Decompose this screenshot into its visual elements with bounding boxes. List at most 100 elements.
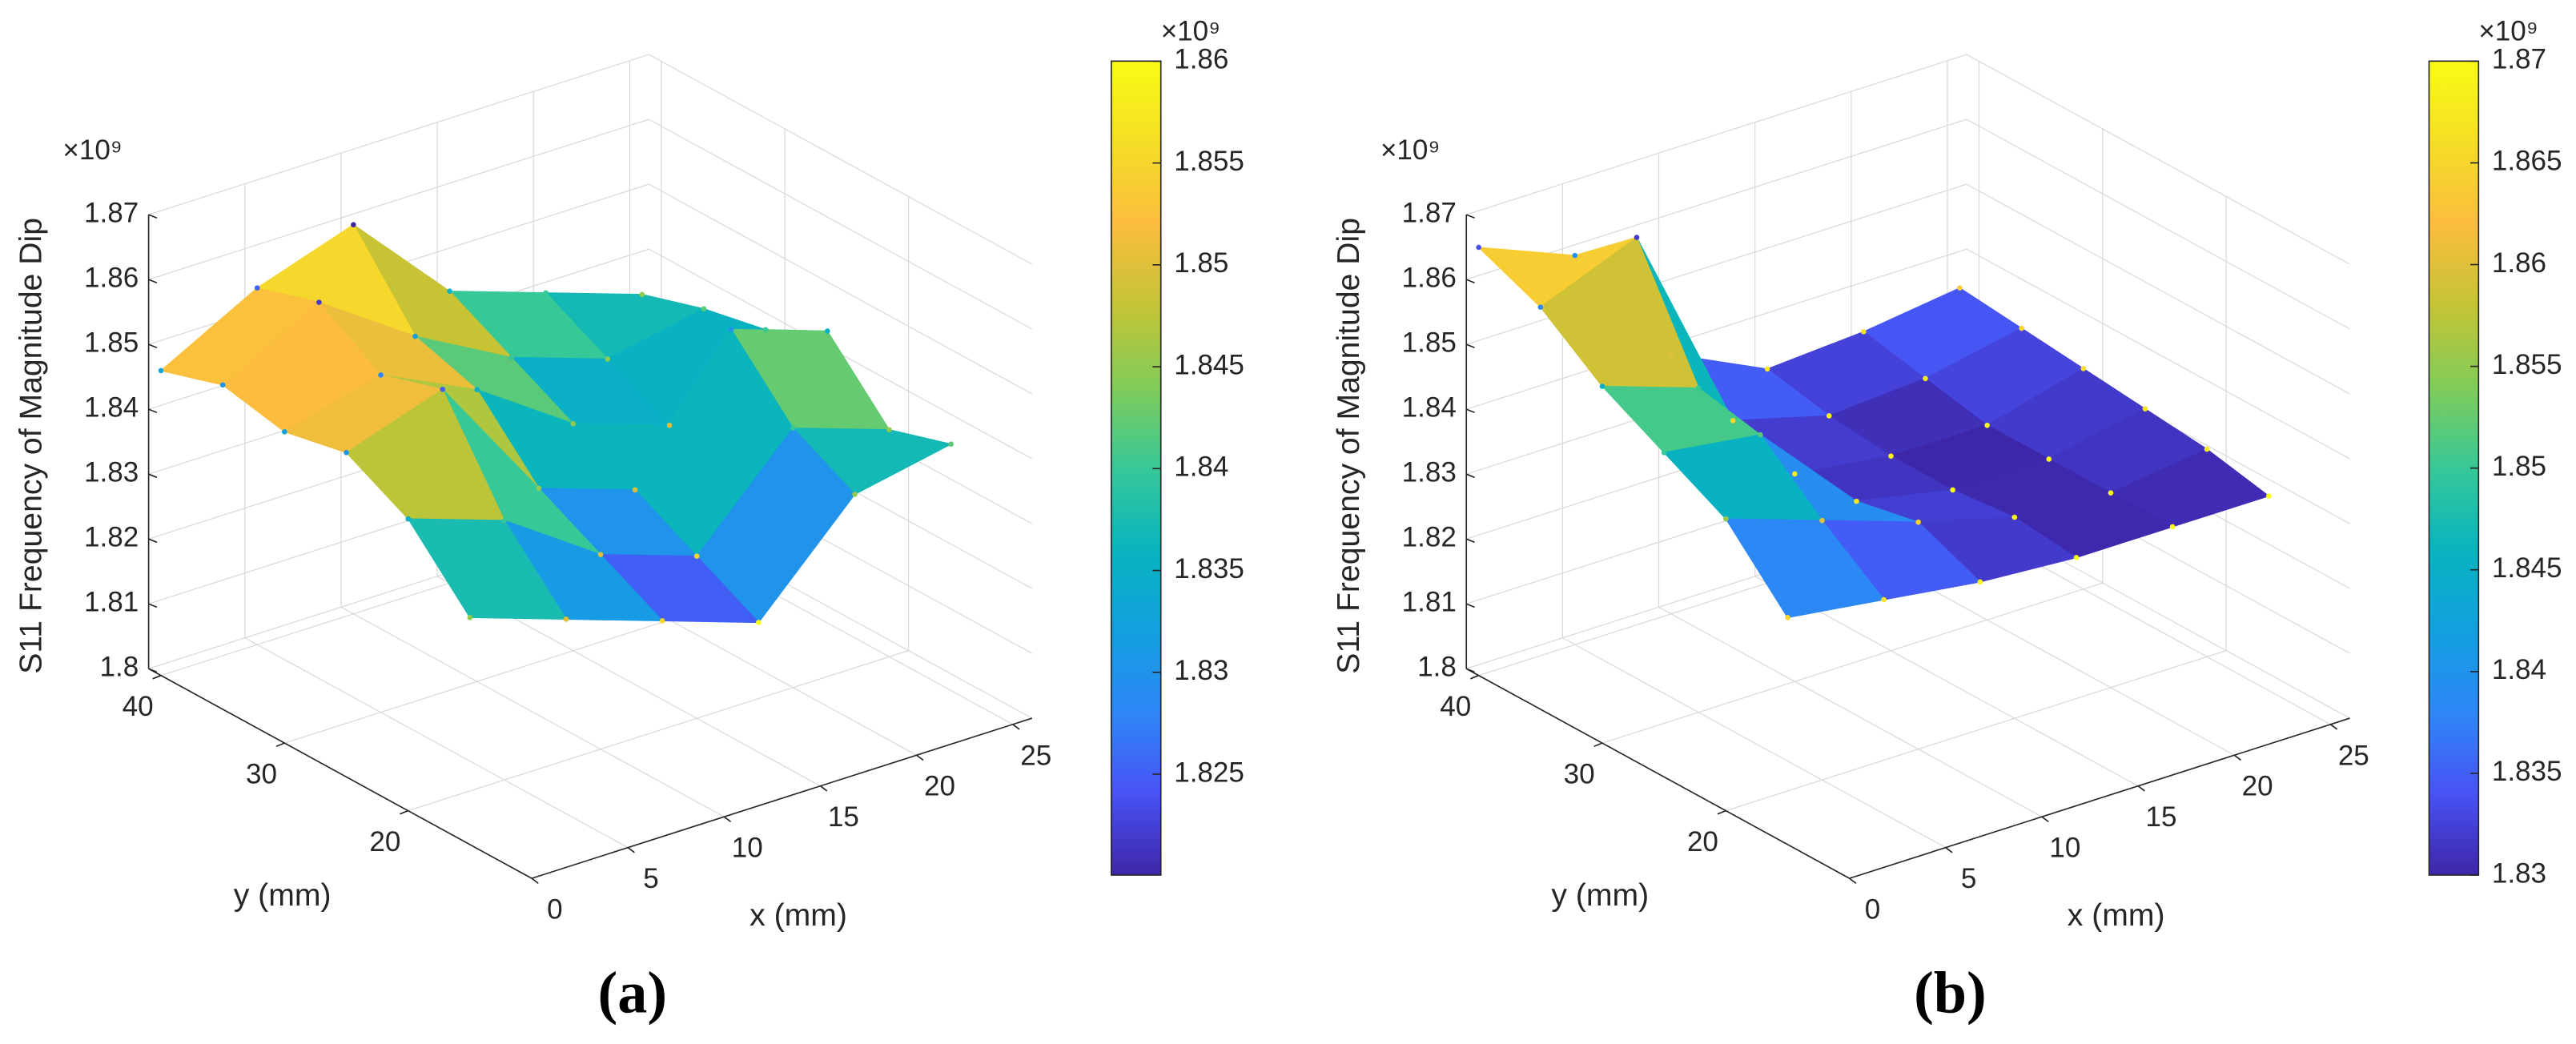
z-tick-label: 1.86 [1402, 262, 1457, 293]
y-axis [1465, 668, 1851, 879]
colorbar-tick-label: 1.85 [2492, 451, 2546, 482]
data-point [2019, 325, 2024, 331]
z-tick-label: 1.8 [99, 651, 139, 682]
data-point [447, 288, 452, 295]
data-point [474, 387, 480, 392]
colorbar-tick-label: 1.83 [1174, 655, 1228, 686]
grid-line [1726, 650, 2227, 812]
grid-line [148, 118, 649, 280]
colorbar-tick-label: 1.84 [2492, 654, 2546, 685]
z-tick-label: 1.84 [84, 392, 139, 423]
z-tick-label: 1.87 [1402, 197, 1457, 228]
x-tick [627, 846, 635, 853]
grid-line [1966, 248, 2350, 460]
z-exponent: ×10⁹ [62, 135, 122, 166]
data-point [1888, 453, 1894, 460]
data-point [1977, 579, 1983, 585]
y-tick-label: 20 [369, 826, 400, 857]
z-tick-label: 1.81 [84, 586, 139, 617]
data-point [2046, 456, 2052, 462]
x-tick-label: 15 [2146, 801, 2177, 833]
y-tick [1593, 742, 1603, 748]
colorbar-tick-label: 1.87 [2492, 44, 2546, 75]
data-point [1923, 375, 1928, 382]
x-tick-label: 25 [2338, 740, 2369, 771]
data-point [378, 372, 384, 378]
z-tick [148, 538, 158, 544]
colorbar-tick-label: 1.825 [1174, 757, 1244, 788]
x-axis [1849, 717, 2350, 879]
x-tick [1012, 724, 1020, 730]
grid-line [649, 118, 1033, 330]
colorbar-tick-label: 1.835 [1174, 553, 1244, 584]
z-tick [1465, 538, 1475, 544]
data-point [2080, 366, 2087, 371]
y-tick-label: 30 [1564, 759, 1595, 790]
data-point [605, 356, 611, 362]
z-axis-label: S11 Frequency of Magnitude Dip [1332, 218, 1366, 674]
panel-label: (a) [598, 961, 668, 1026]
data-point [1826, 413, 1832, 419]
data-point [1881, 596, 1887, 603]
data-point [2011, 514, 2018, 520]
y-axis-label: y (mm) [234, 878, 332, 913]
z-tick-label: 1.85 [1402, 327, 1457, 358]
z-tick [1465, 473, 1475, 479]
data-point [2169, 524, 2176, 530]
data-point [467, 615, 473, 620]
data-point [440, 387, 445, 392]
grid-line [649, 54, 1033, 265]
data-point [1730, 418, 1736, 424]
z-tick-label: 1.82 [84, 521, 139, 552]
data-point [1599, 383, 1605, 389]
data-point [316, 299, 322, 305]
z-tick [148, 668, 158, 673]
data-point [2204, 446, 2210, 452]
x-tick-label: 20 [2242, 771, 2273, 802]
data-point [501, 517, 508, 524]
x-tick-label: 15 [828, 801, 859, 833]
data-point [1854, 498, 1859, 504]
data-point [1572, 252, 1578, 259]
z-tick-label: 1.83 [1402, 456, 1457, 488]
grid-line [1466, 248, 1967, 410]
data-point [282, 428, 287, 435]
data-point [1915, 519, 1921, 525]
data-point [351, 222, 356, 227]
y-tick-label: 40 [123, 691, 154, 722]
data-point [659, 618, 665, 624]
data-point [632, 487, 638, 493]
colorbar-tick-label: 1.86 [2492, 247, 2546, 279]
data-point [1860, 329, 1867, 335]
data-point [412, 333, 418, 339]
data-point [158, 367, 164, 374]
z-tick [148, 473, 158, 479]
data-point [1537, 304, 1544, 310]
data-point [762, 327, 769, 333]
data-point [756, 620, 762, 625]
data-point [2073, 555, 2080, 560]
x-axis [531, 717, 1033, 879]
z-tick [1465, 343, 1475, 349]
data-point [2108, 490, 2114, 496]
y-tick [152, 674, 162, 680]
data-point [1695, 385, 1702, 391]
grid-line [148, 54, 649, 215]
x-tick [2329, 724, 2338, 730]
data-point [728, 327, 734, 332]
y-tick-label: 20 [1687, 826, 1718, 857]
data-point [2142, 406, 2148, 412]
data-point [1764, 366, 1770, 372]
data-point [1984, 422, 1990, 428]
colorbar-tick-label: 1.845 [2492, 552, 2562, 584]
surface [158, 222, 954, 625]
grid-line [1562, 637, 1947, 849]
data-point [948, 441, 954, 447]
data-point [1792, 471, 1798, 477]
colorbar-tick-label: 1.86 [1174, 44, 1228, 75]
colorbar-exponent: ×10⁹ [2478, 16, 2538, 47]
surface [1476, 235, 2272, 620]
z-tick [1465, 668, 1475, 673]
z-tick [148, 343, 158, 349]
